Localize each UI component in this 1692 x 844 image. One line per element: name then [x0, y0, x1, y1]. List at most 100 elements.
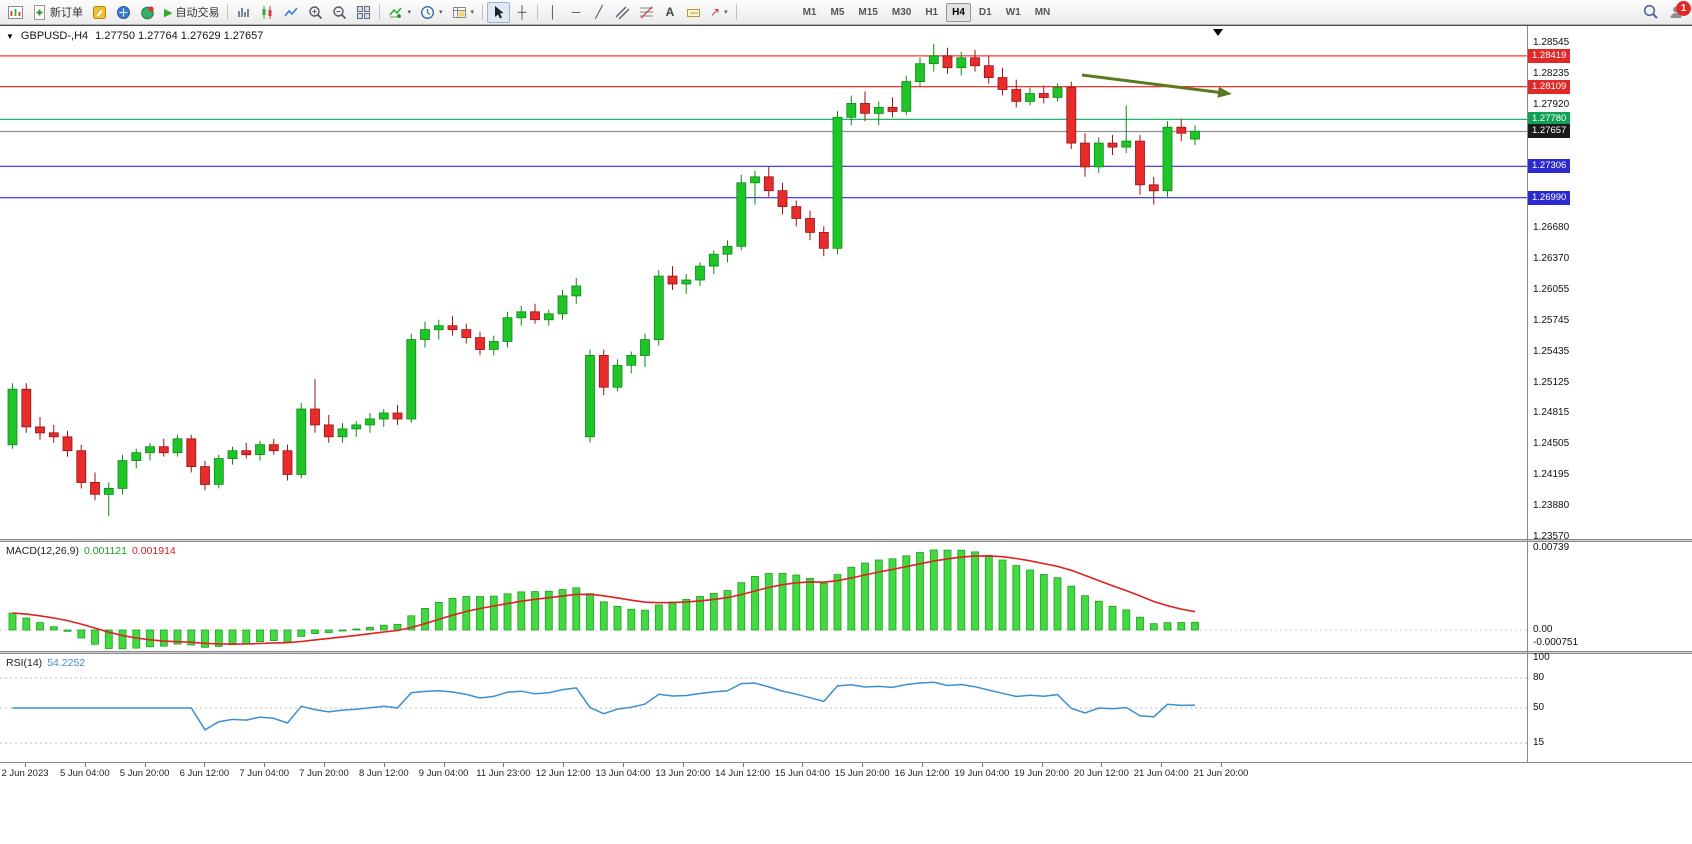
- macd-histogram-bar: [187, 629, 196, 646]
- rsi-line: [12, 681, 1196, 731]
- time-tick: [922, 763, 923, 767]
- panel-splitter[interactable]: [0, 651, 1692, 654]
- price-tick: 1.28235: [1533, 68, 1570, 80]
- macd-histogram-bar: [751, 576, 759, 631]
- macd-histogram-bar: [998, 559, 1007, 631]
- indicators-button[interactable]: ▾: [384, 2, 415, 23]
- bar-chart-icon: [238, 7, 250, 17]
- macd-histogram-bar: [146, 629, 154, 648]
- tf-h4-button[interactable]: H4: [946, 2, 971, 22]
- new-chart-button[interactable]: [4, 2, 27, 23]
- data-window-button[interactable]: [112, 2, 135, 23]
- candle-body: [750, 176, 760, 184]
- candle-body: [736, 182, 747, 247]
- tf-m30-button[interactable]: M30: [891, 6, 912, 18]
- macd-histogram-bar: [558, 589, 567, 631]
- notifications-button[interactable]: 1: [1664, 0, 1691, 23]
- collapse-chart-icon[interactable]: ▼: [6, 31, 14, 41]
- tf-mn-button[interactable]: MN: [1034, 6, 1051, 18]
- macd-histogram-bar: [503, 593, 512, 631]
- zoom-in-button[interactable]: [304, 2, 327, 23]
- text-label-tool-button[interactable]: [682, 2, 705, 23]
- channel-tool-button[interactable]: [611, 2, 634, 23]
- chart-shift-marker[interactable]: [1213, 29, 1223, 36]
- macd-histogram-bar: [118, 629, 127, 650]
- time-axis[interactable]: 2 Jun 2023 5 Jun 04:00 5 Jun 20:00 6 Jun 12…: [0, 762, 1692, 780]
- candle-body: [942, 55, 953, 69]
- tile-windows-icon: [357, 5, 371, 19]
- candle-body: [791, 206, 802, 219]
- macd-panel[interactable]: MACD(12,26,9) 0.001121 0.001914: [0, 542, 1527, 651]
- trend-arrow-line[interactable]: [1081, 73, 1225, 95]
- arrow-object-icon: ↗: [710, 5, 721, 19]
- line-chart-button[interactable]: [280, 2, 303, 23]
- macd-histogram-bar: [22, 617, 31, 631]
- price-scale[interactable]: 1.28545 1.28235 1.27920 1.26680 1.26370 1.260…: [1528, 26, 1692, 762]
- data-window-icon: [117, 5, 130, 19]
- symbol-period-label: GBPUSD-,H4: [20, 30, 89, 42]
- text-tool-button[interactable]: A: [659, 2, 681, 23]
- macd-histogram-bar: [971, 551, 979, 631]
- macd-histogram-bar: [1053, 577, 1062, 631]
- time-label: 7 Jun 20:00: [299, 768, 349, 779]
- horizontal-line-tool-button[interactable]: ─: [565, 2, 587, 23]
- cursor-tool-button[interactable]: [487, 1, 511, 23]
- templates-icon: [452, 6, 466, 18]
- templates-button[interactable]: ▾: [448, 2, 479, 23]
- fibonacci-tool-button[interactable]: [635, 2, 658, 23]
- tf-m1-button[interactable]: M1: [802, 6, 817, 18]
- macd-histogram-bar: [1177, 622, 1186, 631]
- new-order-button[interactable]: 新订单: [28, 2, 87, 23]
- periods-button[interactable]: ▾: [416, 2, 447, 23]
- candle-body: [282, 450, 293, 475]
- time-label: 6 Jun 12:00: [179, 768, 230, 779]
- macd-histogram-bar: [462, 596, 471, 631]
- macd-histogram-bar: [586, 593, 594, 631]
- crosshair-tool-button[interactable]: ┼: [511, 2, 533, 23]
- time-tick: [1041, 763, 1043, 767]
- bar-chart-button[interactable]: [232, 2, 255, 23]
- tile-windows-button[interactable]: [352, 2, 375, 23]
- tf-m15-button[interactable]: M15: [858, 6, 878, 18]
- arrows-tool-button[interactable]: ↗ ▾: [706, 2, 732, 23]
- macd-histogram-bar: [1081, 595, 1089, 631]
- candle-body: [1052, 87, 1063, 98]
- rsi-canvas[interactable]: [0, 654, 1527, 762]
- candle-body: [1162, 126, 1173, 192]
- crosshair-icon: ┼: [517, 5, 527, 19]
- tf-w1-button[interactable]: W1: [1005, 6, 1021, 18]
- tf-h1-button[interactable]: H1: [925, 6, 939, 18]
- trendline-tool-button[interactable]: ╱: [588, 2, 610, 23]
- price-tick: 1.25745: [1533, 315, 1570, 327]
- autotrading-button[interactable]: ▶ 自动交易: [160, 2, 223, 23]
- macd-canvas[interactable]: [0, 542, 1527, 651]
- metaeditor-button[interactable]: [88, 2, 111, 23]
- main-toolbar: 新订单 ▶ 自动交易 ▾ ▾ ▾: [0, 0, 1692, 25]
- macd-histogram-bar: [847, 566, 856, 631]
- zoom-out-button[interactable]: [328, 2, 351, 23]
- macd-histogram-bar: [476, 596, 484, 631]
- panel-splitter[interactable]: [0, 539, 1692, 542]
- vertical-line-tool-button[interactable]: │: [542, 2, 564, 23]
- time-tick: [84, 763, 86, 767]
- price-panel[interactable]: ▼ GBPUSD-,H4 1.27750 1.27764 1.27629 1.2…: [0, 26, 1527, 539]
- search-icon: [1643, 4, 1658, 19]
- macd-signal-value: 0.001914: [131, 545, 176, 557]
- tf-d1-button[interactable]: D1: [978, 6, 992, 18]
- candlestick-button[interactable]: [256, 2, 279, 23]
- candle-body: [35, 426, 45, 434]
- tf-m5-button[interactable]: M5: [830, 6, 845, 18]
- candle-body: [901, 81, 912, 112]
- price-chart-canvas[interactable]: [0, 26, 1527, 539]
- rsi-panel[interactable]: RSI(14) 54.2252: [0, 654, 1527, 762]
- chart-title: ▼ GBPUSD-,H4 1.27750 1.27764 1.27629 1.2…: [6, 30, 263, 42]
- candle-body: [1190, 130, 1200, 140]
- candle-body: [873, 107, 884, 114]
- search-button[interactable]: [1639, 2, 1663, 23]
- strategy-tester-button[interactable]: [136, 2, 159, 23]
- candle-body: [488, 341, 499, 350]
- candle-body: [1148, 184, 1159, 192]
- macd-histogram-bar: [49, 626, 58, 631]
- macd-histogram-bar: [352, 628, 361, 631]
- trend-arrow-head[interactable]: [1217, 86, 1232, 98]
